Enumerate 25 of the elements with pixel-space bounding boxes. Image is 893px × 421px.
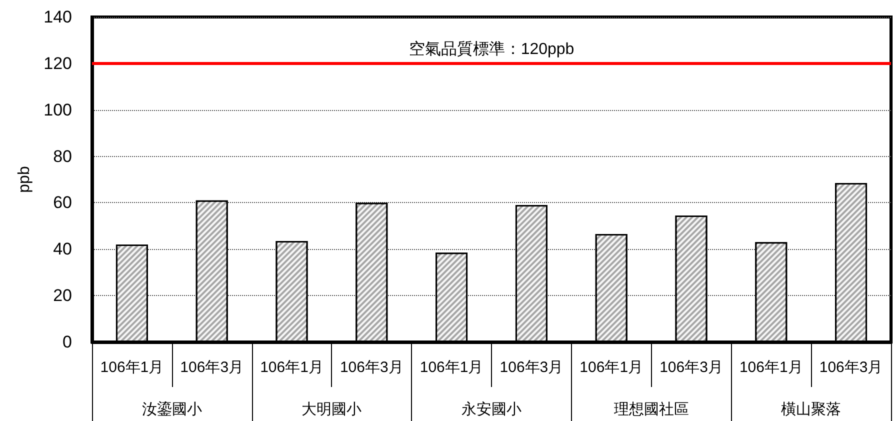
x-tick-label: 106年1月 [100,359,164,376]
text: 永安國小 [462,401,522,418]
text: 汝鎏國小 [142,401,202,418]
x-tick-label: 106年1月 [580,359,644,376]
y-tick-label: 0 [62,332,72,352]
x-tick-label: 106年1月 [260,359,324,376]
text: 大明國小 [302,401,362,418]
y-tick-label: 80 [53,146,72,166]
y-tick-label: 20 [53,286,72,306]
y-tick-label: 40 [53,240,72,259]
text: 橫山聚落 [781,401,842,418]
x-tick-label: 106年3月 [340,359,404,376]
text: 理想國社區 [614,401,689,418]
x-tick-label: 106年1月 [420,359,484,376]
y-tick-label: 140 [44,8,72,26]
y-tick-label: 100 [44,100,72,120]
x-tick-label: 106年1月 [739,359,803,376]
x-tick-label: 106年3月 [660,359,723,376]
y-axis-title: ppb [16,166,34,193]
x-tick-label: 106年3月 [180,359,244,376]
ref-line-label: 空氣品質標準：120ppb [408,40,574,58]
y-tick-label: 120 [44,54,72,73]
y-tick-label: 60 [53,193,72,212]
x-tick-label: 106年3月 [819,359,883,376]
x-tick-label: 106年3月 [500,359,564,376]
